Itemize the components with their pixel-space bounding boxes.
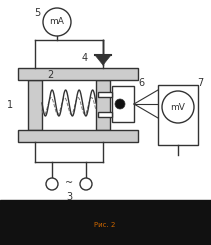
- Bar: [98, 112, 112, 117]
- Text: mV: mV: [170, 102, 185, 111]
- Bar: [18, 68, 138, 80]
- Circle shape: [115, 99, 125, 109]
- Polygon shape: [95, 55, 111, 65]
- Bar: [96, 80, 110, 130]
- Bar: [112, 86, 134, 122]
- Text: 3: 3: [66, 192, 72, 202]
- Text: 4: 4: [82, 53, 88, 63]
- Circle shape: [80, 178, 92, 190]
- Circle shape: [46, 178, 58, 190]
- Text: Рис. 2: Рис. 2: [94, 222, 116, 228]
- Text: 7: 7: [197, 78, 203, 88]
- Text: 6: 6: [138, 78, 144, 88]
- Text: 5: 5: [34, 8, 40, 18]
- Bar: [158, 85, 198, 145]
- Text: mA: mA: [50, 17, 64, 26]
- Bar: [98, 92, 112, 97]
- Text: 1: 1: [7, 100, 13, 110]
- Bar: [18, 130, 138, 142]
- Bar: [0, 200, 211, 245]
- Bar: [28, 80, 42, 130]
- Circle shape: [43, 8, 71, 36]
- Text: ~: ~: [65, 178, 73, 188]
- Text: 2: 2: [47, 70, 53, 80]
- Circle shape: [162, 91, 194, 123]
